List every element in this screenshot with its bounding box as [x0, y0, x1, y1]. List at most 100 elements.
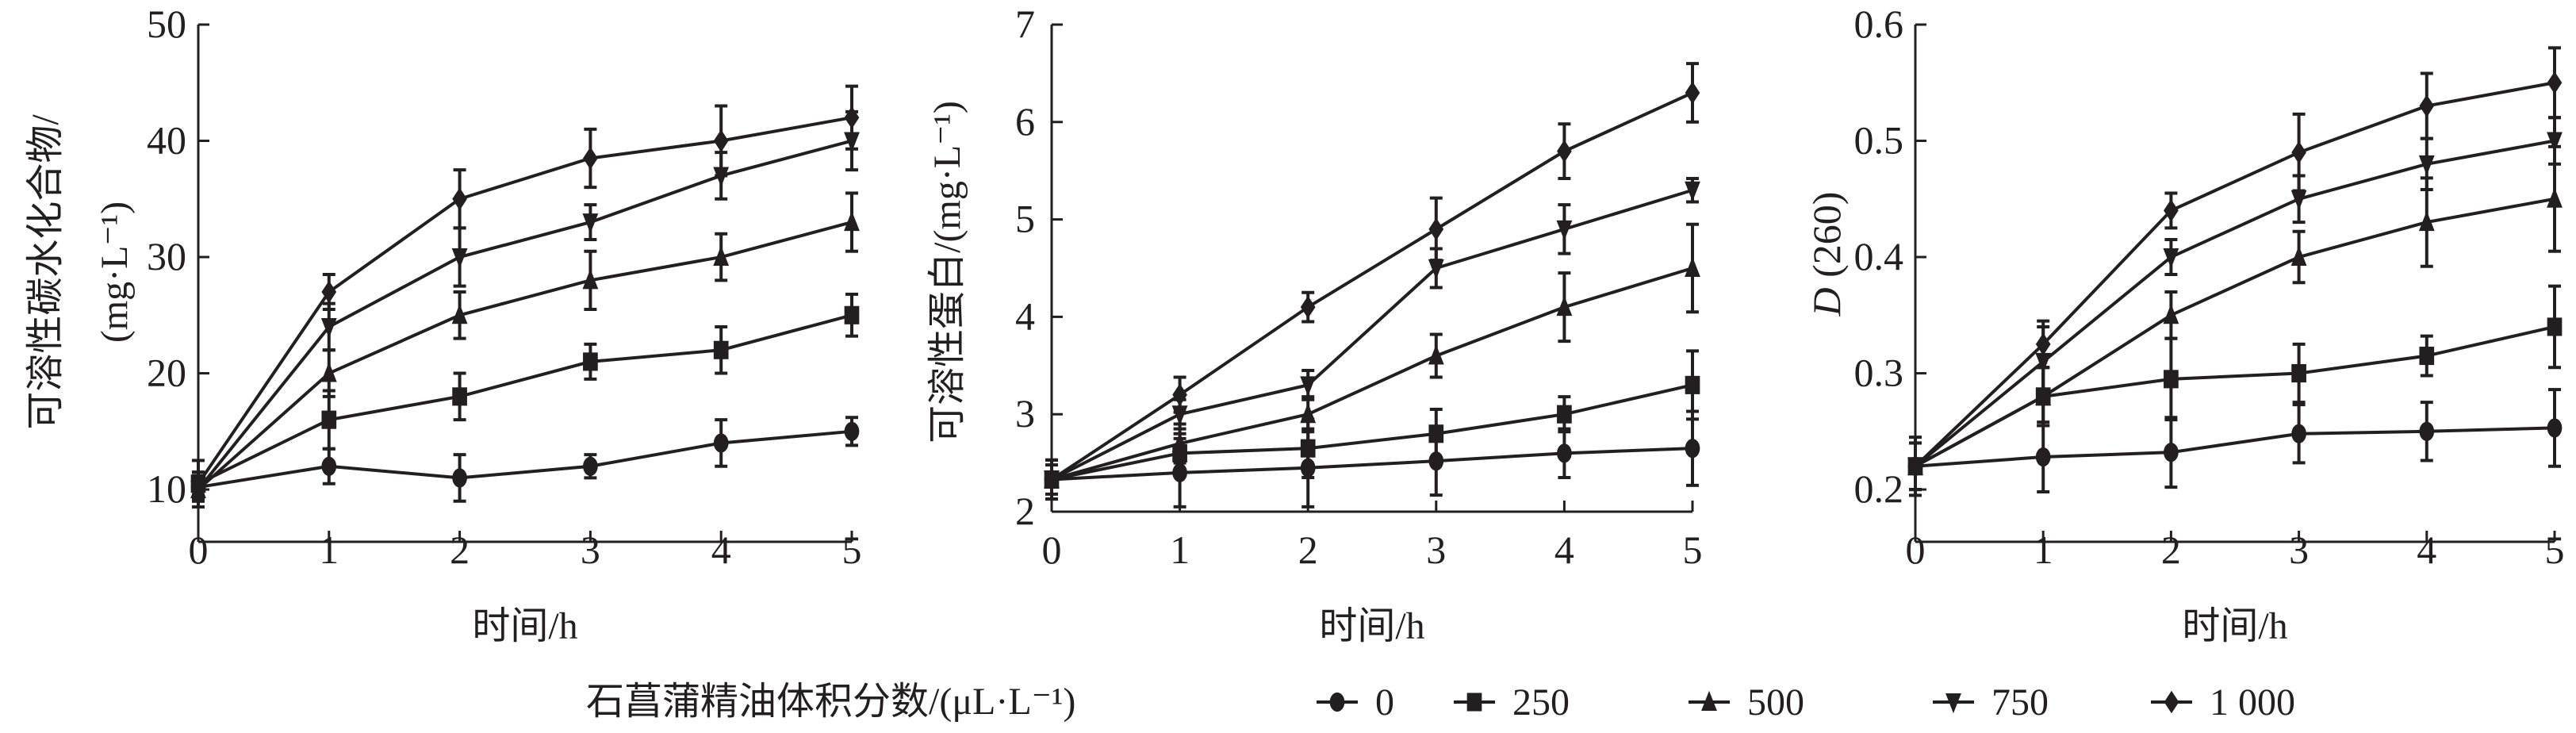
data-point — [2547, 187, 2563, 208]
series-circle — [1044, 409, 1700, 508]
series-diamond — [1907, 46, 2563, 492]
legend-label: 1 000 — [2210, 681, 2295, 723]
data-point — [2291, 364, 2306, 383]
data-point — [2547, 71, 2563, 94]
data-point — [713, 340, 729, 359]
data-point — [2418, 210, 2435, 232]
x-tick-label: 1 — [1170, 528, 1190, 572]
data-point — [583, 352, 598, 371]
series-line — [1914, 81, 2555, 468]
y-tick-label: 0.4 — [1854, 234, 1904, 278]
data-point — [1172, 383, 1187, 406]
data-point — [1428, 451, 1444, 471]
data-point — [1557, 405, 1572, 424]
data-point — [1685, 81, 1700, 105]
series-triangle-down — [1044, 177, 1700, 496]
x-tick-label: 2 — [450, 528, 470, 572]
x-tick-label: 0 — [1906, 528, 1926, 572]
data-point — [2291, 140, 2306, 164]
data-point — [1300, 295, 1316, 319]
data-point — [1300, 376, 1317, 397]
legend-marker-triangle-up — [1701, 690, 1717, 711]
data-point — [1685, 375, 1700, 394]
y-axis-label-symbol: D — [1804, 287, 1849, 317]
legend-item: 500 — [1689, 681, 1804, 723]
data-point — [2290, 190, 2307, 211]
data-point — [2290, 245, 2307, 267]
legend-marker-triangle-down — [1945, 693, 1961, 714]
data-point — [2419, 347, 2435, 366]
y-tick-label: 5 — [1015, 197, 1035, 241]
data-point — [451, 303, 468, 324]
data-point — [2547, 317, 2563, 336]
x-tick-label: 0 — [189, 528, 209, 572]
legend-item: 750 — [1933, 681, 2049, 723]
y-axis-label: 可溶性蛋白/(mg·L⁻¹) — [926, 101, 968, 443]
data-point — [1171, 405, 1188, 426]
x-tick-label: 3 — [2289, 528, 2309, 572]
y-tick-label: 0.6 — [1854, 2, 1904, 46]
data-point — [1428, 344, 1444, 365]
series-triangle-down — [1907, 116, 2563, 492]
chart-panel-3: 0.2 0.3 0.4 0.5 0.6 0 1 2 3 4 5 时间/h D (260) — [1804, 2, 2565, 647]
series-triangle-down — [190, 109, 860, 503]
data-point — [452, 187, 467, 211]
data-point — [844, 305, 860, 324]
x-tick-label: 3 — [1426, 528, 1446, 572]
series-line — [197, 139, 853, 491]
data-point — [2547, 132, 2563, 152]
data-point — [1907, 455, 1923, 478]
data-point — [1428, 424, 1444, 443]
data-point — [2035, 447, 2051, 467]
x-tick-label: 0 — [1042, 528, 1062, 572]
data-point — [2164, 199, 2179, 222]
chart-panel-1: 10 20 30 40 50 0 1 2 3 4 5 时间/h 可溶性碳水化合物/ (mg·L⁻¹) — [25, 2, 862, 647]
data-point — [1428, 259, 1444, 280]
x-tick-label: 5 — [2545, 528, 2565, 572]
series-line — [1051, 188, 1693, 482]
data-point — [320, 317, 337, 339]
x-tick-label: 5 — [1683, 528, 1703, 572]
x-axis-label: 时间/h — [2182, 605, 2287, 647]
data-point — [1171, 432, 1188, 453]
series-diamond — [190, 84, 860, 497]
series-line — [1915, 324, 2555, 468]
series-triangle-up — [1907, 144, 2563, 492]
data-point — [451, 248, 468, 269]
series-line — [1914, 139, 2555, 468]
y-tick-label: 6 — [1015, 99, 1035, 144]
data-point — [2418, 155, 2435, 176]
y-tick-label: 0.5 — [1854, 118, 1904, 163]
series-line — [1915, 197, 2555, 468]
data-point — [452, 387, 467, 406]
legend-title: 石菖蒲精油体积分数/(μL·L⁻¹) — [586, 681, 1075, 723]
legend-item: 250 — [1454, 681, 1570, 723]
data-point — [2419, 94, 2435, 117]
x-tick-label: 2 — [2161, 528, 2181, 572]
y-tick-label: 7 — [1015, 2, 1035, 46]
y-tick-label: 30 — [147, 234, 186, 278]
series-triangle-up — [1044, 222, 1700, 501]
x-axis-label: 时间/h — [472, 605, 577, 647]
series-line — [197, 313, 853, 485]
data-point — [321, 456, 337, 476]
data-point — [1556, 220, 1573, 241]
y-tick-label: 4 — [1015, 294, 1035, 338]
data-point — [320, 362, 337, 382]
series-circle — [1907, 388, 2563, 493]
data-point — [844, 210, 860, 232]
y-axis-label: (mg·L⁻¹) — [94, 201, 136, 343]
series-square — [190, 292, 860, 509]
data-point — [2163, 248, 2179, 269]
data-point — [1685, 439, 1700, 459]
data-point — [1556, 295, 1573, 317]
data-point — [713, 129, 729, 152]
x-tick-label: 1 — [319, 528, 339, 572]
data-point — [2291, 424, 2306, 443]
series-line — [1915, 426, 2555, 468]
data-point — [2163, 303, 2179, 324]
legend-label: 0 — [1375, 681, 1394, 723]
data-point — [321, 410, 337, 429]
